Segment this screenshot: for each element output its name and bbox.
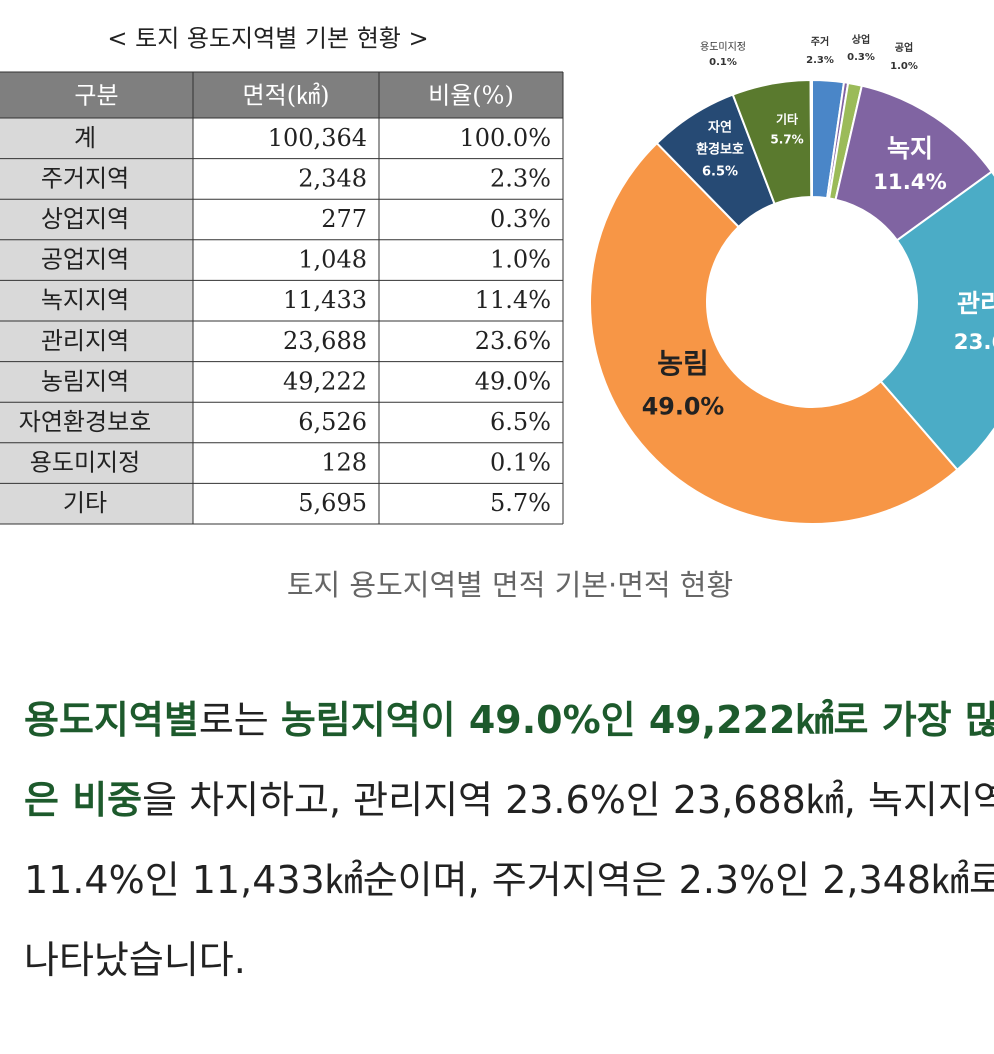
donut-value-label: 5.7% [770,133,803,147]
donut-value-label: 6.5% [702,165,738,180]
donut-label: 자연 [708,121,732,136]
donut-slice [589,141,959,526]
text-run: 을 차지하고, 관리지역 23.6%인 23,688㎢, 녹지지역 11.4%인… [24,778,994,982]
donut-label: 주거 [811,35,829,48]
donut-label: 관리 [957,289,994,318]
table-cell: 0.1% [490,449,551,477]
table-cell: 계 [74,124,96,152]
caption: 토지 용도지역별 면적 기본·면적 현황 [286,568,734,602]
table-cell: 2,348 [298,164,367,192]
text-run: 로는 [198,698,281,742]
donut-label: 기타 [776,112,798,127]
donut-label: 녹지 [887,134,933,163]
table-cell: 128 [321,449,367,477]
table-cell: 용도미지정 [30,449,140,477]
table-cell: 녹지지역 [41,286,129,314]
donut-value-label: 23.6 [954,330,994,355]
table-cell: 23.6% [475,327,551,355]
table-cell: 5.7% [490,489,551,517]
table-cell: 23,688 [283,327,367,355]
table-title: < 토지 용도지역별 기본 현황 > [107,25,428,53]
table-cell: 277 [321,205,367,233]
text-run: 농림지역이 49.0%인 49,222㎢로 가장 많은 비중 [24,698,994,822]
table-cell: 100.0% [459,124,551,152]
figure: < 토지 용도지역별 기본 현황 > 구분 면적(㎢) 비율(%) 계 100,364 1… [0,25,994,526]
donut-value-label: 49.0% [642,393,725,421]
table-cell: 11.4% [475,286,551,314]
table-header-bg [0,72,563,118]
table-cell: 공업지역 [41,246,129,274]
table-cell: 1,048 [298,246,367,274]
table-header: 면적(㎢) [243,82,330,110]
table-cell: 자연환경보호 [19,408,151,436]
table-header: 비율(%) [428,82,514,110]
donut-value-label: 0.3% [847,52,875,63]
table-cell: 2.3% [490,164,551,192]
table-cell: 6.5% [490,408,551,436]
table-cell: 5,695 [298,489,367,517]
donut-slice [879,170,994,472]
donut-value-label: 2.3% [806,55,834,66]
table-cell: 상업지역 [41,205,129,233]
table-cell: 농림지역 [41,367,129,395]
table-cell: 기타 [63,489,107,517]
donut-label: 상업 [852,33,870,46]
table-cell: 6,526 [298,408,367,436]
table-cell: 11,433 [283,286,367,314]
paragraph: 용도지역별로는 농림지역이 49.0%인 49,222㎢로 가장 많은 비중을 … [24,680,994,1000]
donut-label: 환경보호 [696,142,744,158]
table-cell: 1.0% [490,246,551,274]
table-cell: 49.0% [475,367,551,395]
donut-label: 농림 [657,347,709,380]
table-header: 구분 [74,82,118,110]
table-cell: 0.3% [490,205,551,233]
table-cell: 49,222 [283,367,367,395]
text-run: 용도지역별 [24,698,199,742]
donut-value-label: 11.4% [873,170,947,195]
donut-value-label: 1.0% [890,61,918,72]
donut-label: 용도미지정 [700,41,746,53]
table-cell: 100,364 [268,124,367,152]
donut-slice [809,78,813,199]
table-cell: 관리지역 [41,327,129,355]
donut-value-label: 0.1% [709,57,737,68]
table-cell: 주거지역 [41,164,129,192]
donut-label: 공업 [895,41,913,54]
